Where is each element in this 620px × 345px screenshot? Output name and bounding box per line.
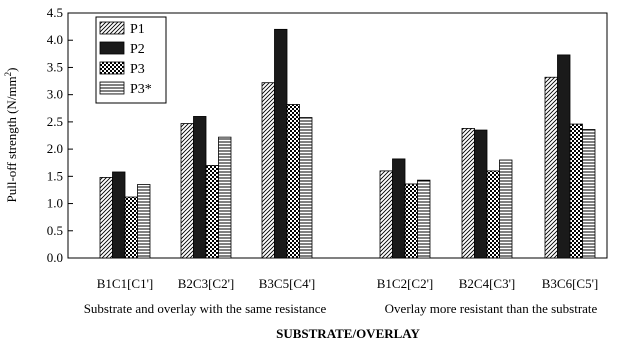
legend-swatch bbox=[99, 21, 125, 35]
bar-p3star-3 bbox=[417, 179, 431, 259]
bar-p3-5 bbox=[569, 123, 583, 259]
bar-p3star-5 bbox=[582, 129, 596, 259]
legend-swatch bbox=[99, 61, 125, 75]
bar-p2-0 bbox=[112, 171, 126, 259]
y-tick-label: 0.5 bbox=[47, 223, 63, 238]
legend-swatch bbox=[99, 41, 125, 55]
group-label-overlay-more-resistant: Overlay more resistant than the substrat… bbox=[385, 301, 598, 316]
legend-label: P3 bbox=[130, 62, 145, 77]
y-tick-label: 0.0 bbox=[47, 250, 63, 265]
tick-labels: 0.0 0.5 1.0 1.5 2.0 2.5 3.0 3.5 4.0 4.5 bbox=[47, 5, 63, 265]
legend: P1 P2 P3 P3* bbox=[95, 16, 167, 104]
bar-p3-0 bbox=[124, 196, 138, 259]
y-tick-label: 1.0 bbox=[47, 196, 63, 211]
y-axis-label-main: Pull-off strength (N/mm bbox=[4, 76, 19, 202]
y-axis-label-sup: 2 bbox=[3, 72, 13, 77]
y-tick-label: 2.0 bbox=[47, 141, 63, 156]
x-axis-label: SUBSTRATE/OVERLAY bbox=[276, 326, 420, 341]
y-axis-label-close: ) bbox=[4, 68, 19, 72]
plot-frame bbox=[67, 12, 608, 259]
group-label-same-resistance: Substrate and overlay with the same resi… bbox=[84, 301, 327, 316]
bar-p1-0 bbox=[99, 177, 113, 259]
legend-swatch bbox=[99, 81, 125, 95]
y-tick-label: 3.0 bbox=[47, 87, 63, 102]
bar-p2-5 bbox=[557, 54, 571, 259]
category-label: B3C5[C4'] bbox=[259, 276, 316, 291]
bar-p3star-1 bbox=[218, 136, 232, 259]
category-label: B2C4[C3'] bbox=[459, 276, 516, 291]
category-labels: B1C1[C1'] B2C3[C2'] B3C5[C4'] B1C2[C2'] B2C4… bbox=[97, 276, 599, 291]
category-label: B1C2[C2'] bbox=[377, 276, 434, 291]
bar-p1-5 bbox=[544, 76, 558, 259]
y-tick-label: 2.5 bbox=[47, 114, 63, 129]
y-axis-label: Pull-off strength (N/mm2) bbox=[3, 68, 19, 203]
legend-label: P1 bbox=[130, 22, 145, 37]
y-tick-label: 3.5 bbox=[47, 59, 63, 74]
bar-p3star-2 bbox=[299, 117, 313, 259]
bar-p2-3 bbox=[392, 158, 406, 259]
bar-p3-1 bbox=[205, 165, 219, 259]
bar-p1-3 bbox=[379, 170, 393, 259]
bar-p2-2 bbox=[274, 28, 288, 259]
y-tick-label: 4.0 bbox=[47, 32, 63, 47]
legend-label: P3* bbox=[130, 82, 152, 97]
bar-p1-1 bbox=[180, 123, 194, 259]
bar-p2-4 bbox=[474, 129, 488, 259]
bar-p1-4 bbox=[461, 128, 475, 259]
bar-p1-2 bbox=[261, 82, 275, 259]
legend-label: P2 bbox=[130, 42, 145, 57]
y-tick-label: 1.5 bbox=[47, 168, 63, 183]
axes bbox=[67, 12, 608, 259]
category-label: B3C6[C5'] bbox=[542, 276, 599, 291]
bar-p3-2 bbox=[286, 104, 300, 259]
bars bbox=[99, 28, 596, 259]
svg-text:Pull-off strength (N/mm2): Pull-off strength (N/mm2) bbox=[3, 68, 19, 203]
bar-p3-4 bbox=[486, 170, 500, 259]
bar-p3star-4 bbox=[499, 159, 513, 259]
bar-p3-3 bbox=[404, 183, 418, 259]
y-tick-label: 4.5 bbox=[47, 5, 63, 20]
category-label: B2C3[C2'] bbox=[178, 276, 235, 291]
bar-p3star-0 bbox=[137, 184, 151, 259]
category-label: B1C1[C1'] bbox=[97, 276, 154, 291]
bar-p2-1 bbox=[193, 116, 207, 259]
